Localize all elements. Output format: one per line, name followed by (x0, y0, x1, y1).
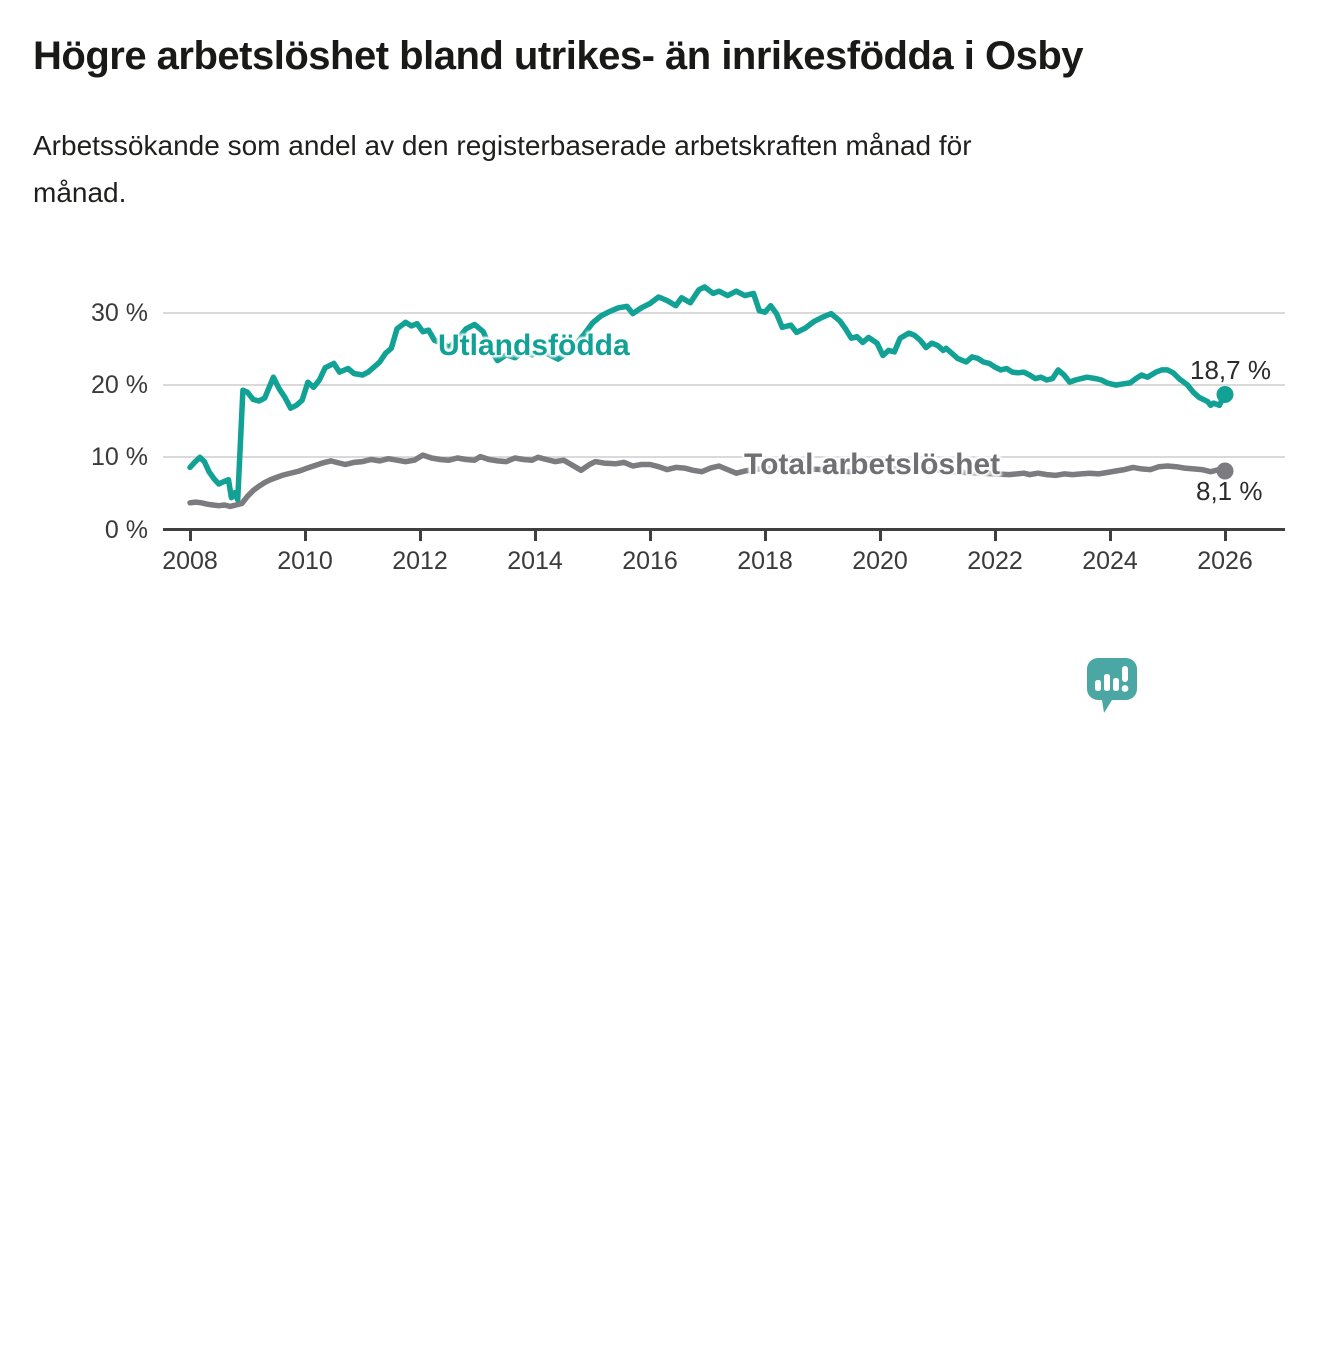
series-label-total-arbetsloshet: Total arbetslöshet (744, 448, 1001, 481)
series-label-utlandsfodda: Utlandsfödda (438, 329, 630, 362)
x-axis-line (163, 528, 1285, 531)
end-value-label-utlandsfodda: 18,7 % (1190, 355, 1271, 385)
newsworthy-logo-icon (1087, 658, 1137, 713)
chart-subtitle-line-2: månad. (33, 177, 127, 208)
newsworthy-branding: Newsworthy (1086, 658, 1340, 714)
chart-title: Högre arbetslöshet bland utrikes- än inr… (33, 34, 1084, 78)
plot-lines (187, 284, 1234, 510)
chart-subtitle-line-1: Arbetssökande som andel av den registerb… (33, 130, 972, 161)
chart-subtitle: Arbetssökande som andel av den registerb… (33, 122, 972, 216)
end-value-label-total: 8,1 % (1196, 476, 1263, 506)
